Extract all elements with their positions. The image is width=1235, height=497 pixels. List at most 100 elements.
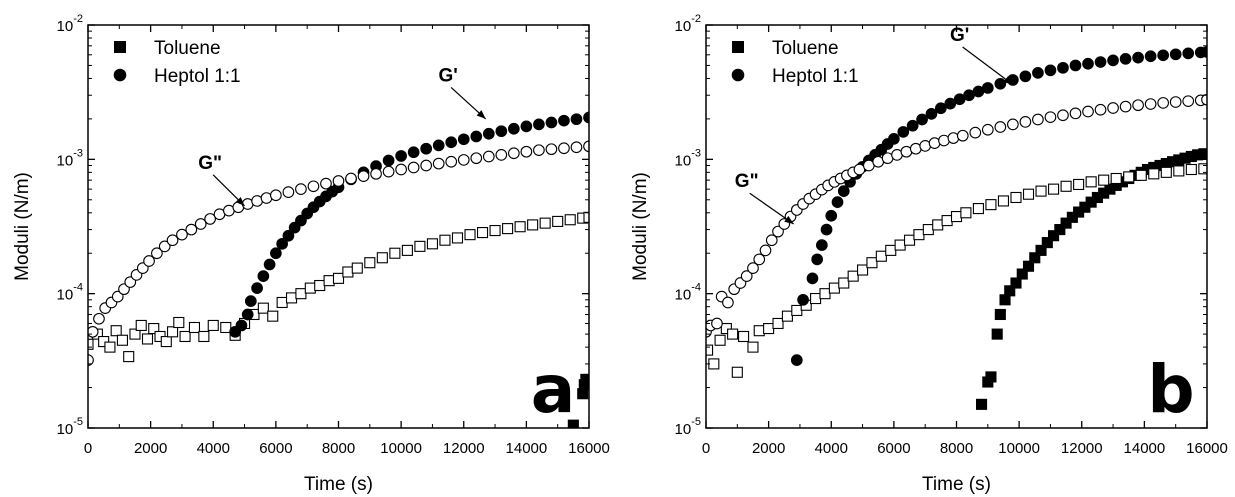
chart-0-toluene-g-double-prime-point-38 — [414, 240, 426, 252]
chart-0-x-tick-label-8: 16000 — [568, 440, 610, 457]
chart-1-toluene-g-double-prime-point-25 — [913, 229, 925, 241]
chart-1-heptol-1-1-g-double-prime-point-7 — [740, 270, 753, 283]
chart-0-annotation-arrowhead-0 — [476, 110, 486, 119]
chart-1-y-tick-label-1: 10-4 — [675, 282, 701, 304]
chart-0-heptol-1-1-g-double-prime-point-49 — [583, 140, 589, 153]
chart-1-toluene-g-prime-point-8 — [1016, 268, 1028, 280]
chart-0-toluene-g-double-prime-point-35 — [376, 252, 388, 264]
chart-1-heptol-1-1-g-double-prime-point-12 — [772, 225, 784, 238]
chart-0-toluene-g-double-prime-point-19 — [220, 321, 232, 334]
chart-1-heptol-1-1-g-prime-point-42 — [1182, 47, 1195, 60]
chart-1-toluene-g-double-prime-point-32 — [985, 199, 997, 211]
chart-0-heptol-1-1-g-prime-point-3 — [244, 295, 257, 307]
chart-1-toluene-g-double-prime-point-41 — [1098, 174, 1110, 186]
chart-0-toluene-g-prime-point-0 — [567, 419, 579, 428]
chart-1-x-tick-label-1: 2000 — [752, 440, 785, 457]
chart-0-heptol-1-1-g-double-prime-point-12 — [158, 240, 171, 253]
chart-1-legend-marker-toluene — [732, 41, 744, 53]
chart-0-heptol-1-1-g-prime-point-2 — [241, 308, 254, 321]
chart-0-heptol-1-1-g-double-prime-point-1 — [88, 325, 99, 338]
chart-1-series-heptol-1-1-g-double-prime — [706, 93, 1207, 338]
chart-1-annotation-g-prime: G' — [950, 25, 969, 46]
chart-0-toluene-g-double-prime-point-15 — [179, 330, 191, 343]
chart-0-toluene-g-double-prime-point-47 — [527, 219, 539, 231]
chart-1-toluene-g-double-prime-point-47 — [1173, 165, 1185, 177]
chart-0-toluene-g-double-prime-point-44 — [489, 225, 501, 237]
chart-1-heptol-1-1-g-double-prime-point-36 — [956, 129, 969, 142]
chart-1-toluene-g-prime-point-13 — [1048, 230, 1060, 242]
chart-0-toluene-g-double-prime-point-13 — [166, 326, 179, 338]
chart-1-toluene-g-double-prime-point-35 — [1022, 188, 1035, 200]
chart-0-x-axis-title: Time (s) — [304, 474, 373, 495]
chart-0-toluene-g-double-prime-point-6 — [123, 351, 135, 363]
chart-0-toluene-g-double-prime-point-42 — [464, 229, 476, 241]
chart-1-heptol-1-1-g-prime-point-26 — [981, 82, 994, 94]
chart-0-heptol-1-1-g-double-prime-point-39 — [457, 154, 470, 166]
chart-0-heptol-1-1-g-double-prime-point-13 — [166, 234, 179, 247]
chart-0-heptol-1-1-g-double-prime-point-42 — [495, 148, 508, 161]
chart-0-series-toluene-g-double-prime — [88, 211, 589, 363]
chart-0-heptol-1-1-g-prime-point-8 — [276, 237, 288, 250]
chart-panel-a: 0 2000 4000 6000 8000 10000 12000 14000 16000 10-… — [12, 13, 610, 495]
chart-0-heptol-1-1-g-prime-point-29 — [482, 127, 495, 140]
chart-0-toluene-g-double-prime-point-7 — [129, 328, 141, 340]
chart-0-heptol-1-1-g-prime-point-36 — [570, 113, 583, 126]
chart-0-heptol-1-1-g-prime-point-30 — [495, 125, 508, 138]
chart-0-heptol-1-1-g-prime-point-7 — [270, 247, 282, 260]
chart-1-toluene-g-double-prime-point-12 — [791, 304, 803, 317]
chart-1-toluene-g-double-prime-point-29 — [950, 211, 963, 223]
chart-1-heptol-1-1-g-double-prime-point-4 — [722, 296, 734, 309]
chart-1-toluene-g-double-prime-point-11 — [781, 310, 793, 322]
chart-1-heptol-1-1-g-prime-point-17 — [897, 126, 910, 138]
chart-0-heptol-1-1-g-prime-point-23 — [407, 146, 420, 159]
chart-1-toluene-g-double-prime-point-44 — [1135, 169, 1147, 181]
chart-1-toluene-g-double-prime-point-27 — [932, 219, 944, 231]
chart-1-heptol-1-1-g-prime-point-30 — [1032, 67, 1044, 79]
chart-1-x-tick-label-8: 16000 — [1186, 440, 1228, 457]
chart-0-toluene-g-double-prime-point-3 — [104, 341, 116, 353]
chart-0-toluene-g-double-prime-point-50 — [564, 214, 576, 226]
chart-1-heptol-1-1-g-double-prime-point-50 — [1132, 99, 1144, 112]
chart-1-toluene-g-double-prime-point-49 — [1198, 163, 1207, 175]
chart-0-heptol-1-1-g-double-prime-point-25 — [282, 186, 295, 198]
chart-1-heptol-1-1-g-double-prime-point-54 — [1182, 95, 1195, 108]
chart-0-toluene-g-double-prime-point-43 — [476, 227, 489, 239]
chart-0-toluene-g-double-prime-point-18 — [207, 319, 219, 331]
chart-1-y-tick-label-2: 10-3 — [675, 147, 701, 169]
chart-0-heptol-1-1-g-double-prime-point-32 — [370, 167, 382, 180]
chart-0-heptol-1-1-g-prime-point-1 — [235, 319, 248, 332]
chart-0-legend-marker-toluene — [114, 41, 126, 53]
chart-0-x-tick-label-0: 0 — [84, 440, 92, 457]
chart-1-toluene-g-double-prime-point-46 — [1160, 166, 1172, 178]
chart-0-toluene-g-double-prime-point-4 — [110, 325, 122, 337]
chart-0-heptol-1-1-g-prime-point-21 — [382, 154, 395, 167]
chart-0-heptol-1-1-g-prime-point-33 — [533, 118, 545, 131]
chart-0-annotation-g-double-prime: G" — [198, 153, 222, 174]
chart-1-heptol-1-1-g-prime-point-37 — [1119, 52, 1132, 65]
chart-1-heptol-1-1-g-double-prime-point-37 — [969, 126, 982, 139]
chart-1-heptol-1-1-g-double-prime-point-2 — [711, 317, 723, 330]
chart-1-toluene-g-double-prime-point-16 — [828, 282, 840, 294]
chart-0-heptol-1-1-g-double-prime-point-5 — [111, 290, 124, 303]
chart-1-toluene-g-double-prime-point-39 — [1073, 178, 1085, 191]
chart-1-heptol-1-1-g-double-prime-point-9 — [753, 253, 766, 266]
chart-1-toluene-g-double-prime-point-6 — [738, 330, 750, 343]
chart-0-heptol-1-1-g-double-prime-point-29 — [332, 175, 345, 187]
chart-1-heptol-1-1-g-double-prime-point-45 — [1069, 107, 1082, 120]
chart-0-heptol-1-1-g-double-prime-point-45 — [533, 144, 545, 157]
chart-0-heptol-1-1-g-double-prime-point-17 — [204, 213, 216, 225]
chart-1-heptol-1-1-g-double-prime-point-47 — [1094, 103, 1107, 116]
chart-1-toluene-g-double-prime-point-9 — [763, 322, 775, 335]
chart-0-toluene-g-double-prime-point-41 — [451, 232, 464, 244]
chart-0-heptol-1-1-g-double-prime-point-48 — [570, 141, 583, 154]
chart-1-toluene-g-double-prime-point-33 — [997, 195, 1010, 207]
chart-1-heptol-1-1-g-double-prime-point-10 — [759, 244, 772, 257]
chart-0-series-heptol-1-1-g-double-prime — [88, 140, 589, 366]
chart-0-heptol-1-1-g-double-prime-point-37 — [432, 157, 445, 170]
chart-1-toluene-g-prime-point-10 — [1029, 252, 1041, 264]
chart-1-annotation-arrow-0 — [962, 46, 1014, 86]
chart-1-toluene-g-prime-point-6 — [1004, 285, 1016, 297]
chart-0-heptol-1-1-g-prime-point-32 — [520, 120, 533, 133]
chart-1-toluene-g-prime-point-12 — [1041, 237, 1053, 249]
chart-0-heptol-1-1-g-double-prime-point-46 — [545, 143, 558, 156]
